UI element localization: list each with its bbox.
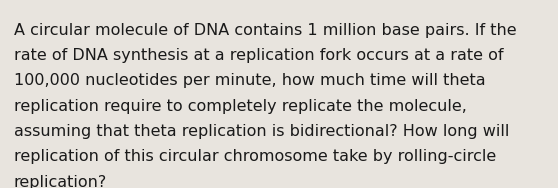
Text: A circular molecule of DNA contains 1 million base pairs. If the: A circular molecule of DNA contains 1 mi… [14, 23, 517, 38]
Text: replication?: replication? [14, 175, 107, 188]
Text: replication require to completely replicate the molecule,: replication require to completely replic… [14, 99, 467, 114]
Text: rate of DNA synthesis at a replication fork occurs at a rate of: rate of DNA synthesis at a replication f… [14, 48, 503, 63]
Text: replication of this circular chromosome take by rolling-circle: replication of this circular chromosome … [14, 149, 496, 164]
Text: assuming that theta replication is bidirectional? How long will: assuming that theta replication is bidir… [14, 124, 509, 139]
Text: 100,000 nucleotides per minute, how much time will theta: 100,000 nucleotides per minute, how much… [14, 73, 485, 88]
